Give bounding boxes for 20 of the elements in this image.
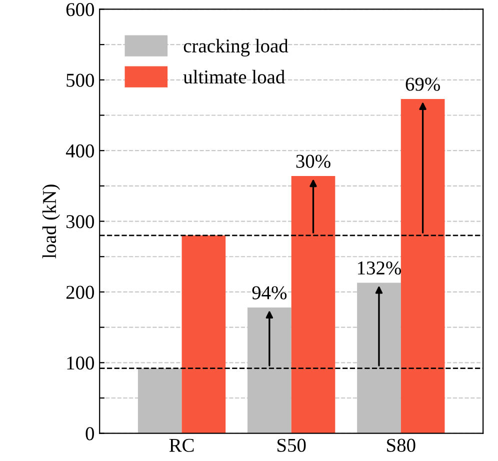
y-axis-title: load (kN): [42, 184, 60, 258]
y-tick-label: 100: [67, 356, 94, 370]
bar: [182, 235, 226, 434]
y-tick-label: 400: [66, 144, 94, 158]
bar: [400, 98, 445, 434]
x-tick-label: S50: [278, 438, 306, 452]
y-tick-label: 0: [86, 427, 94, 440]
annotation: 132%: [358, 261, 401, 275]
annotation: 30%: [296, 154, 330, 168]
annotation: 69%: [406, 78, 440, 91]
y-tick-label: 600: [66, 3, 94, 16]
y-tick-label: 500: [66, 74, 94, 87]
legend-label: ultimate load: [183, 70, 285, 84]
x-tick-label: S80: [387, 438, 416, 452]
x-tick-label: RC: [169, 438, 194, 452]
legend-label: cracking load: [184, 38, 288, 57]
bar: [291, 176, 336, 434]
y-tick-label: 300: [66, 215, 94, 228]
annotation: 94%: [252, 286, 287, 300]
y-tick-label: 200: [66, 286, 94, 299]
